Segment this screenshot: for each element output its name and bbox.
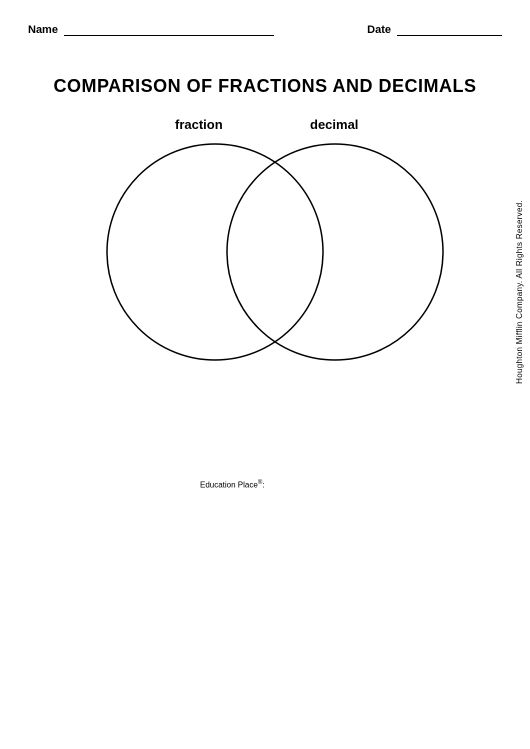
footer-attribution: Education Place®: [200, 480, 264, 490]
worksheet-page: Name Date COMPARISON OF FRACTIONS AND DE… [0, 0, 530, 749]
venn-right-label: decimal [310, 117, 358, 132]
name-field: Name [28, 22, 274, 36]
footer-text: Education Place [200, 481, 258, 490]
date-field: Date [367, 22, 502, 36]
date-input-line[interactable] [397, 22, 502, 36]
venn-svg [75, 137, 475, 367]
name-label: Name [28, 24, 58, 36]
name-input-line[interactable] [64, 22, 274, 36]
venn-left-label: fraction [175, 117, 223, 132]
header-row: Name Date [28, 22, 502, 36]
date-label: Date [367, 24, 391, 36]
worksheet-title: COMPARISON OF FRACTIONS AND DECIMALS [28, 76, 502, 97]
footer-suffix: : [262, 481, 264, 490]
venn-diagram: fraction decimal [75, 117, 455, 377]
copyright-text: Houghton Mifflin Company. All Rights Res… [515, 200, 524, 384]
